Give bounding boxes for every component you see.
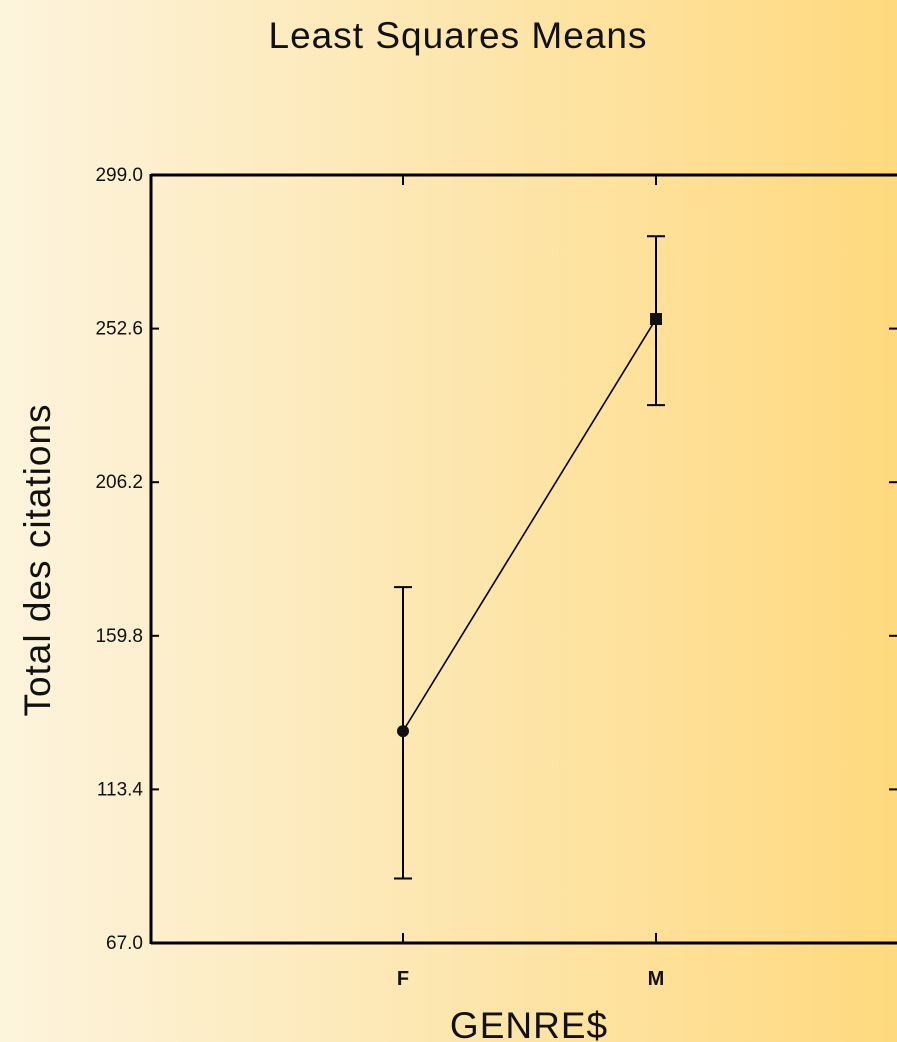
y-tick-label: 113.4: [97, 779, 144, 800]
data-point: [397, 725, 409, 738]
x-tick-label: F: [397, 968, 409, 990]
x-axis-title: GENRE$: [450, 1005, 608, 1042]
y-tick-label: 67.0: [106, 933, 143, 954]
y-tick-label: 252.6: [95, 319, 143, 340]
x-tick-label: M: [648, 968, 665, 990]
y-axis-title: Total des citations: [17, 403, 58, 716]
series-line: [402, 318, 657, 732]
data-marks: [394, 235, 665, 880]
y-tick-label: 299.0: [95, 165, 143, 186]
y-ticks: 67.0 113.4 159.8 206.2 252.6 299.0: [95, 165, 897, 954]
y-tick-label: 159.8: [95, 626, 143, 647]
chart-title: Least Squares Means: [269, 15, 648, 56]
data-point: [650, 313, 662, 325]
y-tick-label: 206.2: [95, 472, 143, 493]
